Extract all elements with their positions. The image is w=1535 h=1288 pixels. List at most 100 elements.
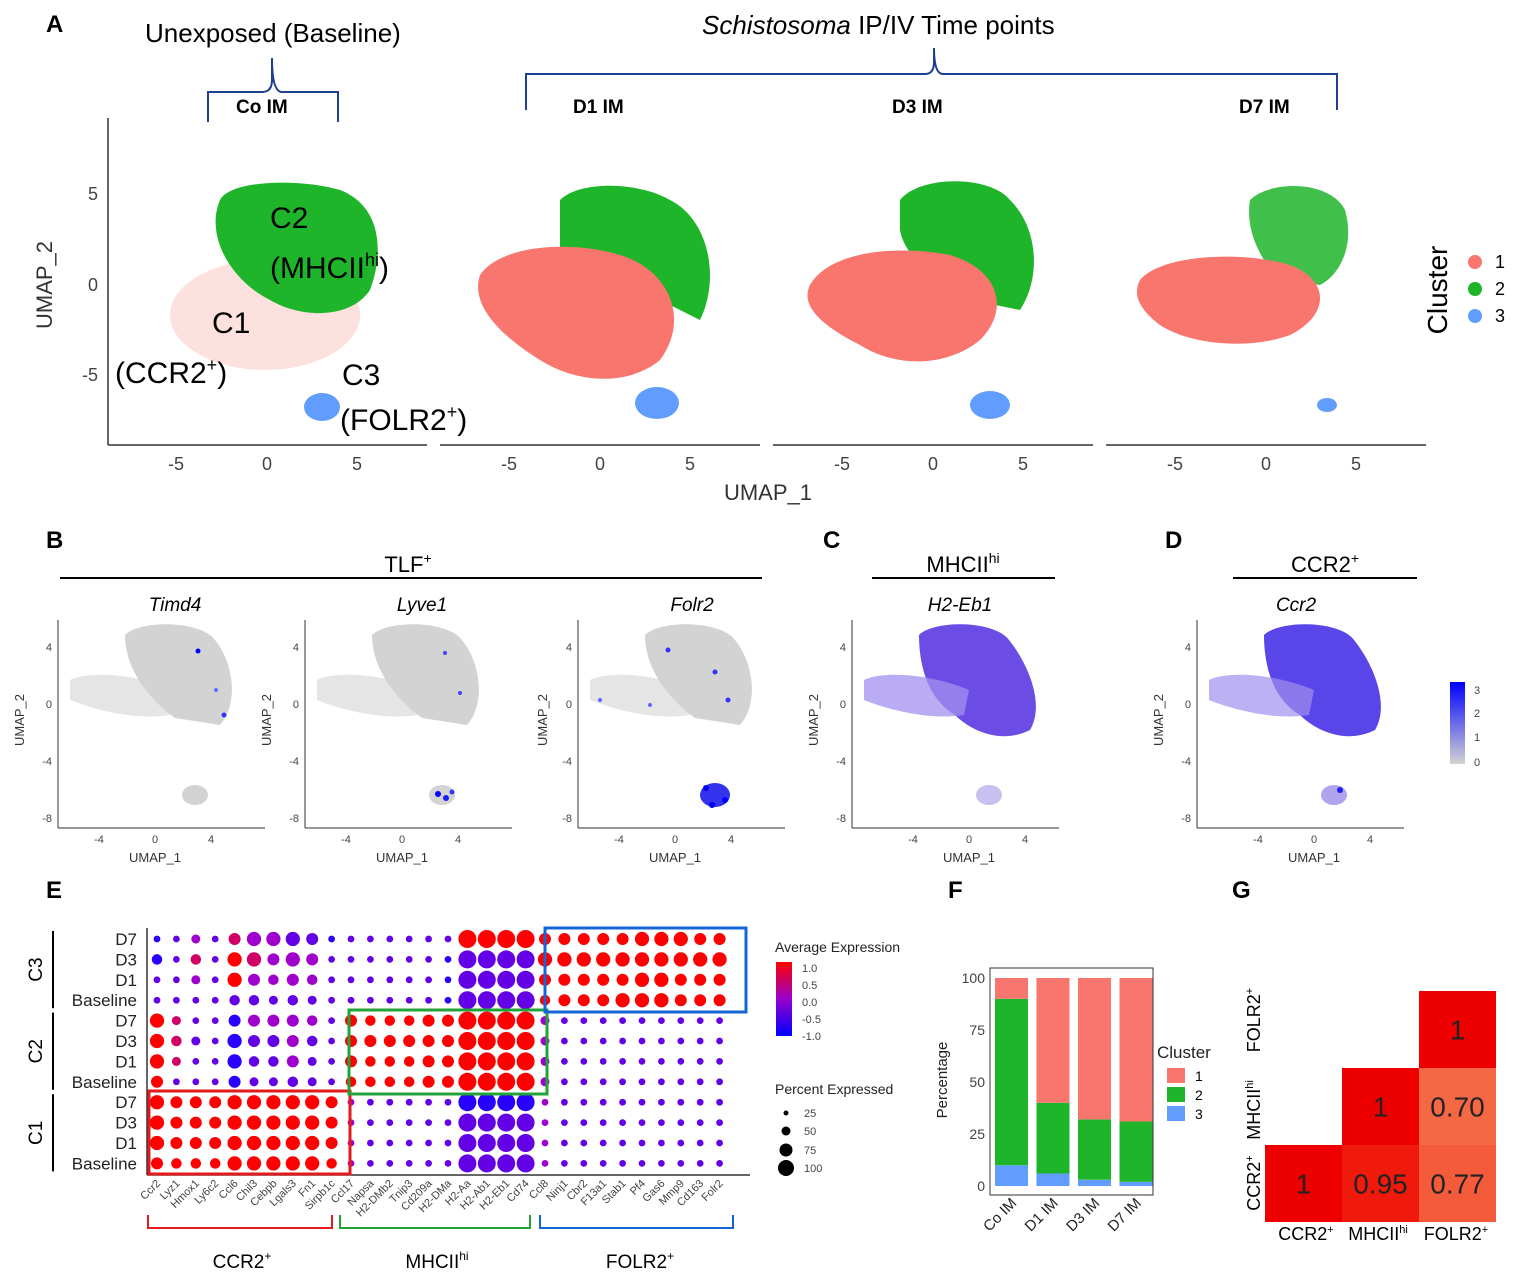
dot-mark — [153, 976, 161, 984]
expr-dot — [458, 691, 462, 695]
dot-mark — [673, 952, 688, 967]
dot-mark — [599, 1078, 607, 1086]
dot-mark — [405, 935, 413, 943]
dot-mark — [638, 1119, 646, 1126]
annot-c1-line1: C1 — [212, 307, 250, 340]
dot-mark — [209, 1096, 222, 1109]
dot-mark — [149, 1115, 165, 1130]
heat-x-label: MHCIIhi — [1348, 1224, 1408, 1244]
feature-cloud — [429, 785, 455, 805]
dot-mark — [658, 1160, 665, 1167]
fp-ytick: -8 — [42, 813, 52, 825]
group-text: FOLR2 — [606, 1252, 667, 1273]
dot-mark — [638, 1037, 646, 1045]
dot-mark — [246, 1115, 262, 1130]
dot-mark — [227, 1033, 242, 1049]
a-ytick-0: 0 — [88, 275, 98, 295]
dot-mark — [285, 931, 300, 947]
fp-ytick: 4 — [566, 642, 572, 654]
dot-mark — [580, 1160, 588, 1167]
dot-mark — [497, 1052, 516, 1071]
dot-mark — [192, 1058, 200, 1065]
dot-mark — [677, 1098, 685, 1106]
dot-mark — [422, 1075, 435, 1088]
dot-mark — [497, 970, 516, 989]
dot-mark — [405, 996, 413, 1004]
size-key-75 — [779, 1143, 793, 1157]
dot-mark — [268, 995, 278, 1005]
dot-mark — [654, 993, 669, 1008]
fp-ytick: 4 — [840, 642, 846, 654]
legend-label-2: 2 — [1495, 279, 1505, 299]
fp-ylabel: UMAP_2 — [259, 694, 274, 746]
dot-mark — [458, 1113, 477, 1132]
dot-mark — [634, 931, 650, 947]
dot-mark — [286, 1014, 299, 1027]
dot-mark — [171, 1056, 181, 1066]
dot-mark — [516, 1113, 535, 1132]
dot-mark — [367, 1119, 374, 1126]
gene-title: H2-Eb1 — [928, 595, 992, 616]
dot-mark — [516, 930, 535, 948]
dot-mark — [287, 994, 299, 1006]
dot-row-label: D7 — [115, 1012, 137, 1031]
dot-mark — [367, 1098, 374, 1106]
size-key-label: 25 — [804, 1108, 816, 1120]
dot-mark — [694, 933, 707, 945]
group-text: MHCII — [405, 1252, 459, 1273]
dot-mark — [306, 933, 319, 945]
dot-mark — [192, 1078, 200, 1086]
dot-mark — [597, 933, 610, 945]
dot-mark — [151, 1075, 163, 1088]
dot-mark — [328, 1017, 335, 1024]
size-key-label: 100 — [804, 1163, 822, 1175]
dot-mark — [248, 973, 260, 986]
heat-cell — [1265, 1145, 1342, 1222]
a-xticks: -5 0 5 -5 0 5 -5 0 5 -5 0 5 — [168, 454, 1361, 474]
heat-cell-value: 1 — [1296, 1169, 1312, 1200]
a-xtick: -5 — [168, 454, 184, 474]
dot-mark — [266, 1095, 281, 1110]
facet-label-co: Co IM — [236, 97, 288, 118]
expr-dot — [722, 797, 728, 803]
dot-mark — [638, 1160, 646, 1167]
cluster1-cloud — [1136, 256, 1320, 344]
dot-mark — [497, 1154, 516, 1173]
dot-mark — [696, 1119, 704, 1126]
dot-mark — [580, 1119, 588, 1126]
colorbar-tick: 3 — [1474, 685, 1480, 697]
feature-cloud — [372, 624, 479, 725]
dot-mark — [191, 1036, 201, 1046]
dot-mark — [345, 1076, 357, 1088]
header-text: CCR2 — [1291, 552, 1351, 577]
dot-mark — [561, 1017, 568, 1024]
a-xtick: 0 — [595, 454, 605, 474]
header-text: MHCII — [926, 552, 988, 577]
expr-dot — [709, 802, 715, 808]
dot-mark — [677, 1139, 685, 1147]
dot-mark — [325, 1096, 338, 1109]
heat-y-label: CCR2+ — [1244, 1155, 1264, 1210]
dot-mark — [403, 1035, 416, 1047]
hl-text: CCR2 — [1278, 1224, 1327, 1244]
dot-mark — [403, 1056, 415, 1067]
dot-mark — [191, 934, 201, 944]
bar-legend-title: Cluster — [1157, 1043, 1211, 1062]
bar-segment — [1036, 1102, 1070, 1174]
gene-title: Folr2 — [670, 595, 714, 616]
annot-sup: hi — [365, 250, 379, 270]
dot-mark — [716, 1078, 723, 1086]
dot-mark — [477, 1032, 496, 1050]
feature-cloud — [645, 624, 752, 725]
dot-mark — [268, 1056, 279, 1067]
dot-mark — [658, 1119, 665, 1126]
dot-mark — [173, 996, 180, 1004]
header-sup: + — [1351, 550, 1359, 566]
dot-mark — [599, 1119, 607, 1126]
heat-x-label: FOLR2+ — [1424, 1224, 1488, 1244]
annot-sup: + — [447, 402, 458, 422]
expr-dot — [598, 698, 602, 702]
dot-mark — [229, 994, 240, 1006]
dot-mark — [477, 1093, 496, 1112]
dot-mark — [384, 1076, 396, 1088]
